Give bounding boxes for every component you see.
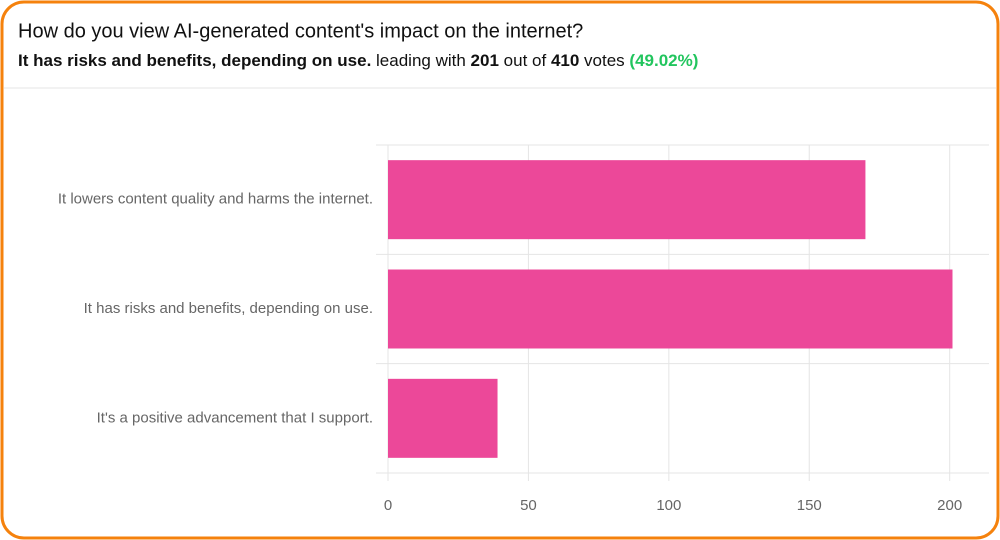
x-tick-label: 200 <box>937 497 962 514</box>
leading-percent: (49.02%) <box>629 51 698 70</box>
total-votes: 410 <box>551 51 579 70</box>
chart-title: How do you view AI-generated content's i… <box>18 20 583 42</box>
subtitle-suffix: votes <box>584 51 625 70</box>
x-tick-label: 50 <box>520 497 537 514</box>
x-tick-label: 100 <box>656 497 681 514</box>
bar <box>388 269 953 349</box>
subtitle-mid: out of <box>504 51 547 70</box>
subtitle-prefix: leading with <box>376 51 466 70</box>
y-tick-label: It's a positive advancement that I suppo… <box>97 409 373 426</box>
x-tick-label: 150 <box>797 497 822 514</box>
y-tick-label: It has risks and benefits, depending on … <box>84 300 373 317</box>
leading-count: 201 <box>471 51 499 70</box>
chart-subtitle: It has risks and benefits, depending on … <box>18 51 698 70</box>
leading-answer: It has risks and benefits, depending on … <box>18 51 371 70</box>
y-tick-label: It lowers content quality and harms the … <box>58 191 373 208</box>
bar <box>388 378 498 458</box>
bar <box>388 160 866 240</box>
x-tick-label: 0 <box>384 497 392 514</box>
